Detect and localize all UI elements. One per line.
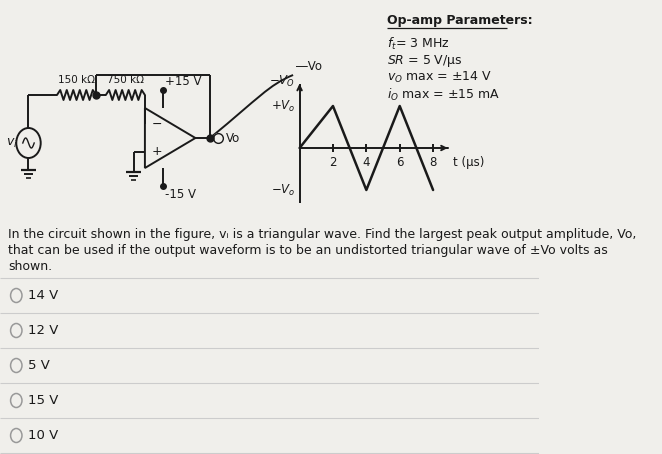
Text: $v_i$: $v_i$ <box>6 137 17 149</box>
Text: 14 V: 14 V <box>28 289 59 302</box>
Text: 8: 8 <box>430 156 437 169</box>
Text: 2: 2 <box>329 156 337 169</box>
Text: +: + <box>152 145 162 158</box>
Text: 150 kΩ: 150 kΩ <box>58 75 95 85</box>
Text: −: − <box>152 118 162 131</box>
Text: 6: 6 <box>396 156 403 169</box>
Text: 4: 4 <box>363 156 370 169</box>
Text: Op-amp Parameters:: Op-amp Parameters: <box>387 14 532 27</box>
Text: 10 V: 10 V <box>28 429 59 442</box>
Text: +15 V: +15 V <box>166 75 202 88</box>
Text: shown.: shown. <box>8 260 52 273</box>
Text: t (μs): t (μs) <box>453 156 485 169</box>
Text: 5 V: 5 V <box>28 359 50 372</box>
Text: $-V_O$: $-V_O$ <box>269 74 295 89</box>
Text: $SR$ = 5 V/μs: $SR$ = 5 V/μs <box>387 53 462 69</box>
Text: $f_t$= 3 MHz: $f_t$= 3 MHz <box>387 36 449 52</box>
Text: Vo: Vo <box>226 132 240 144</box>
Text: $i_O$ max = ±15 mA: $i_O$ max = ±15 mA <box>387 87 500 103</box>
Text: $v_O$ max = ±14 V: $v_O$ max = ±14 V <box>387 70 492 85</box>
Text: In the circuit shown in the figure, vᵢ is a triangular wave. Find the largest pe: In the circuit shown in the figure, vᵢ i… <box>8 228 637 241</box>
Text: 12 V: 12 V <box>28 324 59 337</box>
Text: -15 V: -15 V <box>166 188 196 201</box>
Text: ―Vo: ―Vo <box>295 60 322 73</box>
Text: 15 V: 15 V <box>28 394 59 407</box>
Text: 750 kΩ: 750 kΩ <box>107 75 144 85</box>
Text: that can be used if the output waveform is to be an undistorted triangular wave : that can be used if the output waveform … <box>8 244 608 257</box>
Text: +$V_o$: +$V_o$ <box>271 99 295 114</box>
Text: $-V_o$: $-V_o$ <box>271 183 295 197</box>
